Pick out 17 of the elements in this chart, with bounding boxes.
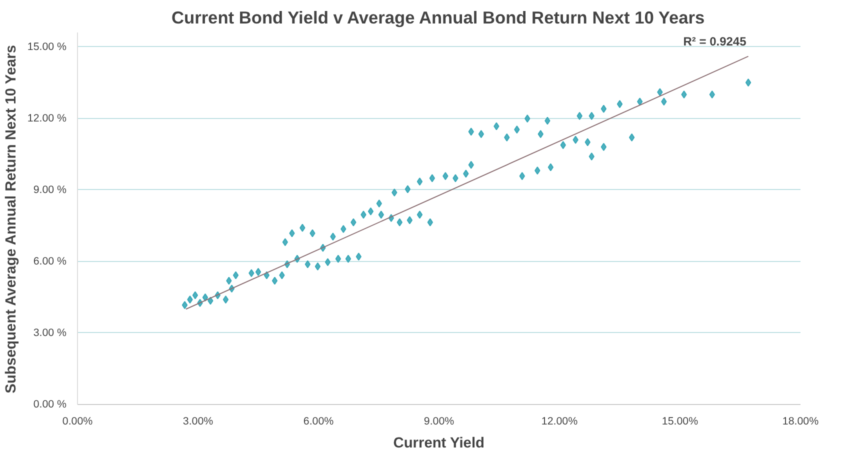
- x-tick-label: 6.00%: [303, 416, 334, 428]
- y-tick-label: 6.00 %: [33, 255, 68, 268]
- x-tick-label: 15.00%: [662, 416, 699, 428]
- y-tick-label: 12.00 %: [27, 112, 68, 124]
- x-axis-title: Current Yield: [393, 436, 484, 452]
- x-tick-label: 0.00%: [62, 416, 94, 428]
- y-tick-label: 3.00 %: [33, 326, 68, 339]
- x-tick-label: 9.00%: [424, 416, 455, 428]
- annotation: R² = 0.9245: [683, 34, 747, 48]
- y-tick-label: 15.00 %: [27, 40, 68, 53]
- x-tick-label: 18.00%: [782, 416, 820, 428]
- y-tick-label: 9.00 %: [33, 184, 68, 196]
- x-tick-label: 12.00%: [541, 416, 578, 428]
- y-axis-title: Subsequent Average Annual Return Next 10 Years: [3, 45, 20, 394]
- y-tick-label: 0.00 %: [33, 398, 68, 410]
- x-tick-label: 3.00%: [182, 416, 214, 428]
- chart-title: Current Bond Yield v Average Annual Bond Return Next 10 Years: [171, 8, 705, 28]
